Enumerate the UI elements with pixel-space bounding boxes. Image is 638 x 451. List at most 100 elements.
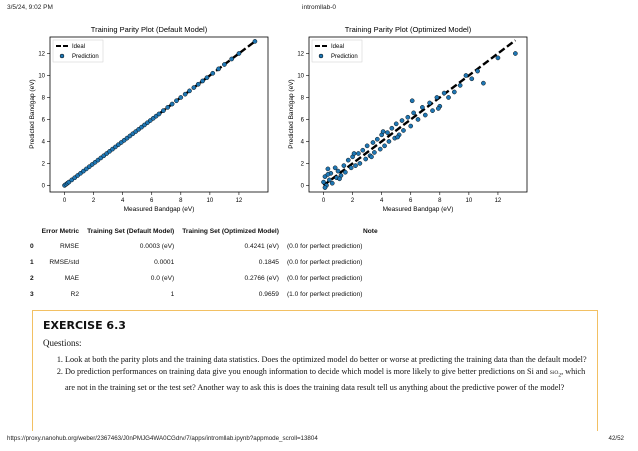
x-tick-label: 6	[409, 198, 413, 204]
x-tick-label: 10	[466, 198, 473, 204]
prediction-point	[174, 98, 179, 104]
question-text: , which are not in the training set or t…	[65, 367, 586, 392]
x-tick-label: 0	[322, 198, 326, 204]
table-cell: (0.0 for perfect prediction)	[286, 258, 363, 266]
prediction-point	[222, 62, 227, 67]
prediction-point	[325, 166, 331, 172]
x-tick-label: 0	[63, 198, 67, 204]
print-url: https://proxy.nanohub.org/weber/2367463/…	[7, 435, 318, 442]
ideal-line	[322, 39, 517, 187]
table-row: 2 MAE 0.0 (eV) 0.2766 (eV) (0.0 for perf…	[26, 270, 382, 286]
print-datetime: 3/5/24, 9:02 PM	[7, 4, 53, 11]
prediction-point	[236, 51, 242, 56]
parity-plot-optimized-svg: Training Parity Plot (Optimized Model) 0…	[288, 25, 528, 213]
table-cell: 0.4241 (eV)	[244, 242, 279, 250]
y-tick-label: 12	[38, 51, 45, 57]
prediction-point	[321, 179, 326, 185]
plot-frame	[49, 36, 269, 193]
plot-legend: Ideal Prediction	[52, 39, 104, 63]
prediction-point	[161, 108, 166, 113]
print-page-number: 42/52	[608, 435, 624, 442]
table-cell: 0.0001	[154, 258, 175, 266]
table-header	[26, 224, 38, 238]
table-cell: RMSE/std	[49, 258, 80, 266]
y-tick-label: 6	[301, 117, 305, 123]
y-tick-label: 4	[301, 139, 305, 145]
prediction-point	[348, 165, 354, 171]
prediction-point	[434, 95, 440, 100]
plot-frame	[308, 36, 528, 193]
question-item: Do prediction performances on training d…	[65, 366, 587, 393]
question-list: Look at both the parity plots and the tr…	[43, 354, 587, 393]
y-tick-label: 2	[301, 161, 305, 167]
prediction-point	[229, 56, 234, 62]
x-tick-label: 10	[207, 198, 214, 204]
prediction-point	[408, 123, 414, 129]
legend-prediction-swatch	[318, 53, 324, 59]
prediction-point	[369, 154, 374, 160]
legend-prediction-label: Prediction	[331, 54, 358, 60]
prediction-point	[372, 150, 377, 155]
prediction-point	[332, 165, 338, 171]
legend-ideal-label: Ideal	[72, 44, 85, 50]
prediction-point	[386, 139, 392, 144]
prediction-point	[191, 85, 197, 90]
legend-prediction-label: Prediction	[72, 54, 99, 60]
table-cell: R2	[70, 290, 80, 298]
prediction-point	[389, 125, 395, 131]
x-tick-label: 8	[179, 198, 183, 204]
prediction-point	[187, 88, 192, 94]
prediction-point	[216, 66, 221, 72]
prediction-point	[415, 117, 421, 122]
prediction-point	[411, 110, 416, 116]
table-cell: 0.0003 (eV)	[139, 242, 175, 250]
prediction-point	[430, 108, 435, 113]
x-axis-label: Measured Bandgap (eV)	[124, 206, 195, 213]
table-row: 0 RMSE 0.0003 (eV) 0.4241 (eV) (0.0 for …	[26, 238, 382, 254]
y-tick-label: 4	[42, 139, 46, 145]
y-axis-label: Predicted Bandgap (eV)	[288, 79, 295, 148]
prediction-point	[463, 73, 469, 78]
prediction-point	[335, 168, 341, 174]
prediction-point	[204, 75, 210, 80]
prediction-point	[420, 105, 425, 110]
prediction-point	[327, 177, 332, 183]
prediction-point	[353, 163, 358, 168]
table-header: Error Metric	[41, 227, 80, 235]
x-tick-label: 6	[150, 198, 154, 204]
table-row: 3 R2 1 0.9659 (1.0 for perfect predictio…	[26, 286, 382, 302]
prediction-point	[357, 161, 363, 166]
table-header-row: Error Metric Training Set (Default Model…	[26, 224, 382, 238]
prediction-point	[495, 55, 501, 61]
y-tick-label: 10	[38, 73, 45, 79]
prediction-point	[363, 156, 369, 162]
formula-subscript: 2	[558, 372, 562, 379]
x-tick-label: 12	[236, 198, 243, 204]
prediction-point	[322, 185, 328, 190]
prediction-point	[182, 91, 188, 97]
y-tick-label: 6	[42, 117, 46, 123]
prediction-point	[475, 68, 480, 74]
x-tick-label: 2	[92, 198, 96, 204]
plot-legend: Ideal Prediction	[311, 39, 363, 63]
y-tick-label: 0	[42, 183, 46, 189]
formula: SiO2	[549, 367, 562, 379]
prediction-point	[200, 78, 205, 84]
formula-text: SiO	[549, 370, 559, 376]
parity-plot-optimized: Training Parity Plot (Optimized Model) 0…	[287, 22, 529, 222]
questions-label: Questions:	[43, 338, 82, 348]
x-tick-label: 2	[351, 198, 355, 204]
exercise-title: EXERCISE 6.3	[43, 319, 126, 332]
prediction-point	[374, 136, 380, 142]
prediction-point	[377, 146, 383, 152]
legend-ideal-label: Ideal	[331, 44, 344, 50]
prediction-point	[169, 101, 175, 107]
prediction-point	[481, 80, 486, 86]
prediction-point	[252, 39, 258, 44]
table-cell: 0.2766 (eV)	[244, 274, 279, 282]
prediction-point	[452, 89, 457, 95]
y-tick-label: 0	[301, 183, 305, 189]
prediction-point	[427, 100, 432, 106]
y-tick-label: 8	[42, 95, 46, 101]
row-index: 2	[30, 274, 34, 282]
